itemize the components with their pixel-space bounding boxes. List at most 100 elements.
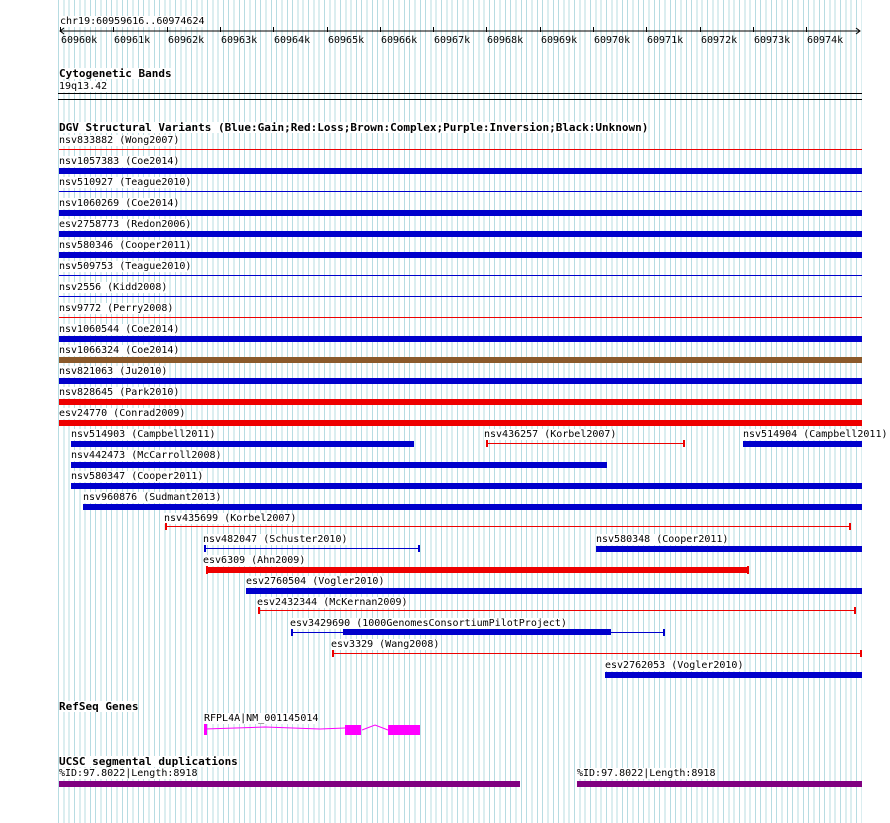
dgv-feature-label[interactable]: nsv828645 (Park2010) — [59, 387, 180, 398]
dgv-feature-end-cap — [683, 440, 685, 447]
ruler-tick — [113, 27, 114, 32]
dgv-feature-label[interactable]: esv6309 (Ahn2009) — [203, 555, 306, 566]
ruler-tick — [273, 27, 274, 32]
dgv-feature-label[interactable]: esv2432344 (McKernan2009) — [257, 597, 408, 608]
ruler-tick-label: 60971k — [647, 35, 684, 46]
dgv-feature-label[interactable]: esv2758773 (Redon2006) — [59, 219, 192, 230]
dgv-feature-bar[interactable] — [71, 483, 862, 489]
ruler-tick-label: 60963k — [221, 35, 258, 46]
dgv-feature-bar[interactable] — [59, 296, 862, 297]
dgv-feature-bar[interactable] — [258, 610, 856, 611]
gene-exon-2 — [388, 725, 420, 735]
dgv-feature-bar[interactable] — [486, 443, 685, 444]
cytoband-label[interactable]: 19q13.42 — [59, 81, 108, 92]
dgv-feature-label[interactable]: esv2760504 (Vogler2010) — [246, 576, 385, 587]
refseq-track-title: RefSeq Genes — [59, 700, 139, 713]
segdup-right-label[interactable]: %ID:97.8022|Length:8918 — [577, 768, 716, 779]
dgv-feature-start-cap — [332, 650, 334, 657]
dgv-feature-label[interactable]: nsv482047 (Schuster2010) — [203, 534, 348, 545]
dgv-track-title: DGV Structural Variants (Blue:Gain;Red:L… — [59, 121, 649, 134]
dgv-feature-bar[interactable] — [59, 275, 862, 276]
dgv-feature-bar[interactable] — [596, 546, 862, 552]
dgv-feature-bar[interactable] — [59, 149, 862, 150]
ruler-tick — [753, 27, 754, 32]
dgv-feature-end-cap — [747, 566, 749, 574]
dgv-feature-end-cap — [860, 650, 862, 657]
dgv-feature-bar[interactable] — [83, 504, 862, 510]
dgv-feature-start-cap — [291, 629, 293, 636]
dgv-feature-label[interactable]: nsv1066324 (Coe2014) — [59, 345, 180, 356]
ruler-tick-label: 60973k — [754, 35, 791, 46]
dgv-feature-bar[interactable] — [59, 252, 862, 258]
dgv-feature-label[interactable]: nsv9772 (Perry2008) — [59, 303, 174, 314]
dgv-feature-bar[interactable] — [59, 378, 862, 384]
segdup-left-label[interactable]: %ID:97.8022|Length:8918 — [59, 768, 198, 779]
dgv-feature-bar[interactable] — [743, 441, 862, 447]
ruler-tick — [380, 27, 381, 32]
ruler-tick — [220, 27, 221, 32]
ruler-tick-label: 60962k — [168, 35, 205, 46]
dgv-feature-label[interactable]: esv24770 (Conrad2009) — [59, 408, 186, 419]
dgv-feature-thick-segment[interactable] — [343, 629, 611, 635]
dgv-feature-start-cap — [204, 545, 206, 552]
dgv-feature-label[interactable]: nsv960876 (Sudmant2013) — [83, 492, 222, 503]
dgv-feature-bar[interactable] — [59, 420, 862, 426]
dgv-feature-label[interactable]: nsv1060544 (Coe2014) — [59, 324, 180, 335]
ruler-tick-label: 60968k — [487, 35, 524, 46]
dgv-feature-bar[interactable] — [206, 567, 749, 573]
ruler-tick-label: 60967k — [434, 35, 471, 46]
cytoband-band-top — [58, 93, 862, 94]
dgv-feature-label[interactable]: nsv509753 (Teague2010) — [59, 261, 192, 272]
dgv-feature-end-cap — [849, 523, 851, 530]
ruler-position-label: chr19:60959616..60974624 — [60, 16, 205, 27]
dgv-feature-label[interactable]: nsv833882 (Wong2007) — [59, 135, 180, 146]
dgv-feature-end-cap — [418, 545, 420, 552]
dgv-feature-bar[interactable] — [59, 357, 862, 363]
dgv-feature-label[interactable]: nsv514904 (Campbell2011) — [743, 429, 888, 440]
dgv-feature-bar[interactable] — [246, 588, 862, 594]
ruler-tick-label: 60970k — [594, 35, 631, 46]
dgv-feature-bar[interactable] — [59, 231, 862, 237]
dgv-feature-bar[interactable] — [59, 191, 862, 192]
dgv-feature-label[interactable]: nsv442473 (McCarroll2008) — [71, 450, 222, 461]
dgv-feature-label[interactable]: nsv580348 (Cooper2011) — [596, 534, 729, 545]
segdup-right-bar[interactable] — [577, 781, 862, 787]
dgv-feature-label[interactable]: nsv1060269 (Coe2014) — [59, 198, 180, 209]
cytoband-band-bottom — [58, 99, 862, 100]
cytoband-track-title: Cytogenetic Bands — [59, 67, 172, 80]
dgv-feature-bar[interactable] — [204, 548, 420, 549]
dgv-feature-bar[interactable] — [605, 672, 862, 678]
dgv-feature-bar[interactable] — [59, 168, 862, 174]
dgv-feature-bar[interactable] — [71, 462, 607, 468]
ruler-tick-label: 60965k — [328, 35, 365, 46]
ruler-tick — [700, 27, 701, 32]
dgv-feature-label[interactable]: nsv435699 (Korbel2007) — [164, 513, 297, 524]
dgv-feature-bar[interactable] — [59, 336, 862, 342]
dgv-feature-bar[interactable] — [165, 526, 851, 527]
dgv-feature-bar[interactable] — [59, 317, 862, 318]
dgv-feature-end-cap — [663, 629, 665, 636]
ruler-tick — [806, 27, 807, 32]
dgv-feature-bar[interactable] — [59, 399, 862, 405]
dgv-feature-label[interactable]: esv2762053 (Vogler2010) — [605, 660, 744, 671]
dgv-feature-label[interactable]: nsv1057383 (Coe2014) — [59, 156, 180, 167]
dgv-feature-label[interactable]: nsv436257 (Korbel2007) — [484, 429, 617, 440]
ruler-tick — [327, 27, 328, 32]
dgv-feature-bar[interactable] — [59, 210, 862, 216]
dgv-feature-label[interactable]: nsv580347 (Cooper2011) — [71, 471, 204, 482]
dgv-feature-label[interactable]: nsv580346 (Cooper2011) — [59, 240, 192, 251]
segdup-left-bar[interactable] — [59, 781, 520, 787]
ruler-tick-label: 60966k — [381, 35, 418, 46]
dgv-feature-label[interactable]: esv3329 (Wang2008) — [331, 639, 440, 650]
dgv-feature-label[interactable]: nsv514903 (Campbell2011) — [71, 429, 216, 440]
dgv-feature-label[interactable]: nsv2556 (Kidd2008) — [59, 282, 168, 293]
dgv-feature-bar[interactable] — [332, 653, 862, 654]
refseq-gene-label[interactable]: RFPL4A|NM_001145014 — [204, 713, 319, 724]
dgv-feature-label[interactable]: nsv821063 (Ju2010) — [59, 366, 168, 377]
gene-exon-utr-start — [204, 724, 207, 735]
dgv-feature-label[interactable]: esv3429690 (1000GenomesConsortiumPilotPr… — [290, 618, 567, 629]
dgv-feature-bar[interactable] — [71, 441, 414, 447]
dgv-feature-label[interactable]: nsv510927 (Teague2010) — [59, 177, 192, 188]
ruler-tick — [646, 27, 647, 32]
